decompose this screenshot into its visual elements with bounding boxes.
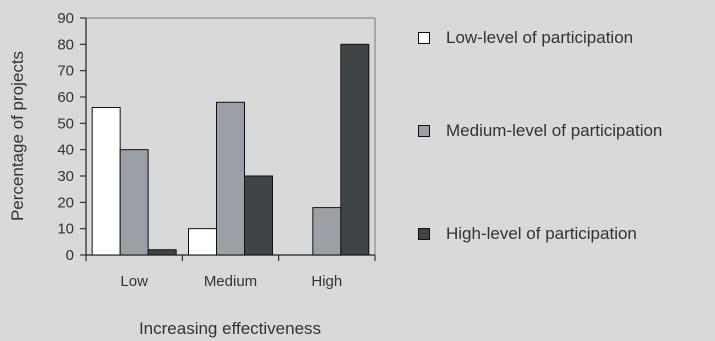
y-tick-label-90: 90 [57, 10, 74, 27]
bar-low-series-1 [119, 149, 149, 256]
y-tick-label-30: 30 [57, 168, 74, 185]
y-tick-label-50: 50 [57, 115, 74, 132]
y-tick-label-80: 80 [57, 36, 74, 53]
bar-low-series-2 [147, 249, 177, 256]
y-tick-label-40: 40 [57, 142, 74, 159]
y-tick-label-20: 20 [57, 194, 74, 211]
legend-swatch-low-level [418, 32, 430, 44]
legend-label-medium-level: Medium-level of participation [446, 121, 663, 140]
y-tick-label-10: 10 [57, 221, 74, 238]
legend-item-low-level: Low-level of participation [418, 28, 633, 48]
legend-item-high-level: High-level of participation [418, 224, 637, 244]
x-tick-label-low: Low [120, 273, 148, 290]
x-axis-title: Increasing effectiveness [139, 319, 321, 338]
y-tick-label-70: 70 [57, 63, 74, 80]
legend-swatch-medium-level [418, 125, 430, 137]
bars [91, 43, 370, 256]
bar-medium-series-1 [216, 101, 245, 256]
x-ticks: Low Medium High [85, 255, 376, 290]
bar-medium-series-0 [188, 228, 217, 256]
legend-item-medium-level: Medium-level of participation [418, 121, 662, 141]
bar-medium-series-2 [244, 175, 273, 256]
x-tick-label-high: High [311, 273, 342, 290]
legend-label-high-level: High-level of participation [446, 224, 637, 243]
y-tick-label-0: 0 [66, 247, 74, 264]
legend-swatch-high-level [418, 228, 430, 240]
legend-label-low-level: Low-level of participation [446, 28, 634, 47]
y-axis-title: Percentage of projects [8, 51, 27, 221]
bar-high-series-2 [340, 43, 370, 256]
x-tick-label-medium: Medium [204, 273, 257, 290]
y-tick-label-60: 60 [57, 89, 74, 106]
y-ticks: 0 10 20 30 40 50 60 70 80 90 [57, 10, 86, 264]
bar-high-series-1 [312, 207, 342, 256]
bar-low-series-0 [91, 107, 121, 256]
